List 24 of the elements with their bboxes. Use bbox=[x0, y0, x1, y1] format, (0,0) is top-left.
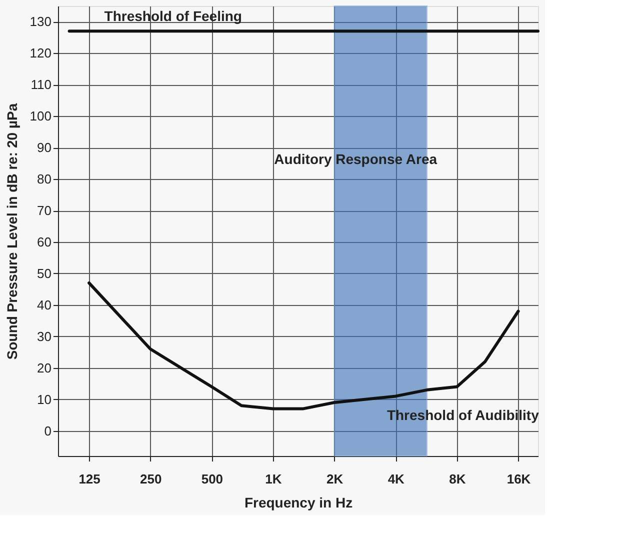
y-axis-title: Sound Pressure Level in dB re: 20 µPa bbox=[4, 103, 20, 360]
y-tick-label: 90 bbox=[37, 140, 52, 156]
y-tick-label: 120 bbox=[30, 46, 52, 61]
y-tick-label: 70 bbox=[37, 203, 52, 218]
x-tick-label: 16K bbox=[506, 472, 532, 486]
y-tick-label: 30 bbox=[37, 328, 52, 344]
x-tick-label: 1K bbox=[265, 472, 282, 486]
y-tick-label: 20 bbox=[37, 360, 52, 376]
x-tick-label: 125 bbox=[78, 472, 100, 486]
x-tick-label: 4K bbox=[388, 472, 406, 486]
x-tick-label: 8K bbox=[449, 472, 466, 486]
y-tick-label: 60 bbox=[37, 234, 52, 250]
y-tick-label: 100 bbox=[30, 108, 52, 124]
y-tick-label: 110 bbox=[30, 77, 52, 92]
x-axis-title: Frequency in Hz bbox=[244, 494, 353, 510]
x-tick-label: 2K bbox=[326, 472, 344, 486]
y-tick-label: 10 bbox=[37, 392, 52, 407]
y-tick-label: 130 bbox=[30, 14, 52, 30]
x-tick-label: 500 bbox=[201, 472, 224, 486]
y-tick-label: 80 bbox=[37, 172, 52, 187]
x-tick-label: 250 bbox=[140, 472, 162, 486]
y-tick-label: 0 bbox=[44, 423, 52, 438]
y-tick-label: 40 bbox=[37, 297, 52, 312]
y-tick-label: 50 bbox=[37, 266, 52, 281]
